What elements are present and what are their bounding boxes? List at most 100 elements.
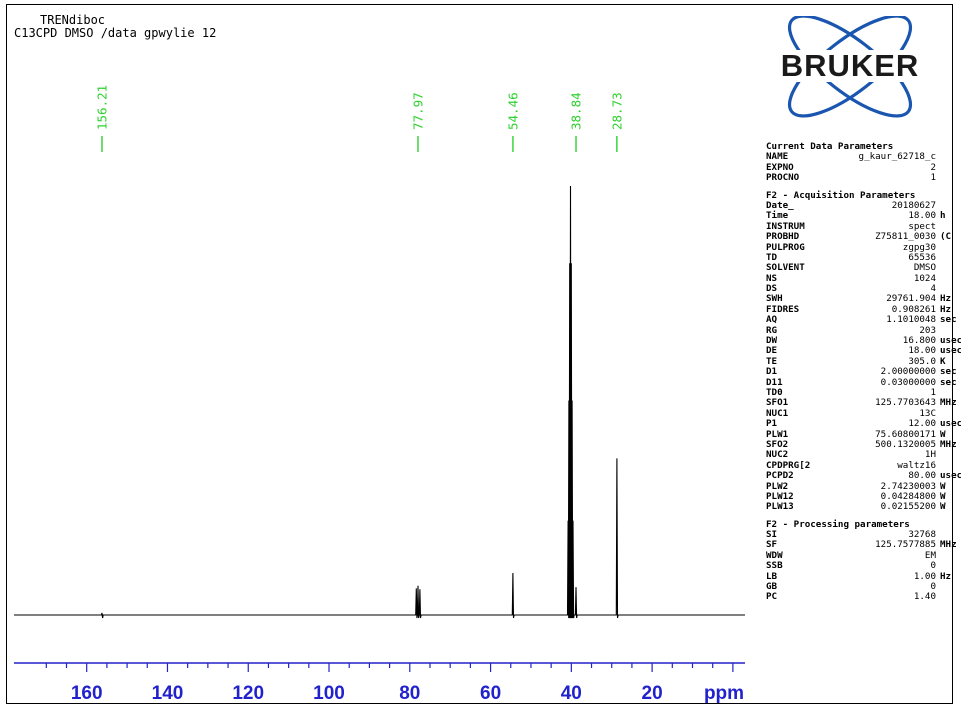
- param-value: 203: [919, 324, 936, 336]
- param-value: spect: [908, 220, 936, 232]
- param-unit: usec: [940, 418, 961, 430]
- x-tick-label: 60: [480, 683, 501, 704]
- current-params-heading: Current Data Parameters: [766, 141, 894, 152]
- param-unit: W: [940, 428, 946, 440]
- param-key: TD: [766, 251, 778, 263]
- spectrum-frame: [6, 4, 953, 704]
- param-key: DS: [766, 283, 778, 295]
- param-key: SOLVENT: [766, 262, 805, 274]
- param-key: Date_: [766, 199, 794, 211]
- param-value: g_kaur_62718_c: [858, 151, 936, 163]
- param-value: zgpg30: [902, 241, 936, 253]
- param-unit: [936, 592, 940, 602]
- x-axis-label: ppm: [704, 683, 744, 704]
- peak-label: 28.73: [609, 92, 624, 130]
- param-key: CPDPRG[2: [766, 459, 811, 471]
- acq-param-row: RG 203: [766, 324, 952, 336]
- acq-param-row: DE 18.00 usec: [766, 345, 961, 357]
- acq-param-row: SWH 29761.904 Hz: [766, 293, 952, 305]
- param-unit: W: [940, 480, 946, 492]
- proc-param-row: GB 0: [766, 581, 952, 592]
- param-key: PLW13: [766, 501, 794, 513]
- param-unit: MHz: [940, 539, 957, 551]
- acq-param-row: SOLVENT DMSO: [766, 262, 952, 274]
- proc-param-row: SSB 0: [766, 560, 952, 572]
- proc-params-heading: F2 - Processing parameters: [766, 518, 910, 530]
- acq-param-row: TD 65536: [766, 251, 952, 263]
- param-unit: W: [940, 501, 946, 513]
- param-key: PROBHD: [766, 231, 800, 243]
- acq-param-row: NS 1024: [766, 273, 952, 284]
- param-key: PROCNO: [766, 172, 800, 184]
- acq-param-row: SFO1 125.7703643 MHz: [766, 397, 957, 409]
- param-value: Z75811_0030: [875, 231, 936, 243]
- acq-param-row: NUC2 1H: [766, 449, 952, 461]
- x-tick-label: 160: [71, 683, 103, 704]
- proc-param-row: LB 1.00 Hz: [766, 571, 952, 582]
- param-key: TD0: [766, 386, 783, 398]
- acquisition-parameters-panel: Current Data Parameters NAME g_kaur_62718…: [766, 141, 961, 603]
- logo-orbit-right: [787, 16, 913, 118]
- param-value: 0.04284800: [880, 490, 936, 502]
- acq-param-row: D1 2.00000000 sec: [766, 366, 957, 378]
- acq-param-row: PCPD2 80.00 usec: [766, 470, 961, 482]
- param-key: Time: [766, 210, 789, 222]
- param-unit: Hz: [940, 293, 952, 305]
- param-value: 0.908261: [891, 303, 936, 315]
- param-value: 80.00: [908, 470, 936, 482]
- peak-label: 38.84: [569, 92, 584, 130]
- param-unit: [936, 274, 940, 284]
- param-key: PULPROG: [766, 241, 805, 253]
- spectrum-header: TRENdiboc C13CPD DMSO /data gpwylie 12: [14, 14, 216, 40]
- param-unit: [936, 253, 940, 263]
- param-key: EXPNO: [766, 161, 794, 173]
- param-unit: (C: [940, 231, 952, 243]
- param-unit: sec: [940, 314, 957, 326]
- param-unit: [936, 152, 940, 162]
- logo-text: BRUKER: [781, 48, 920, 83]
- param-key: D1: [766, 366, 778, 378]
- param-key: SF: [766, 539, 778, 551]
- param-value: 305.0: [908, 355, 936, 367]
- param-key: NUC2: [766, 449, 789, 461]
- proc-param-row: PC 1.40: [766, 591, 952, 603]
- param-value: waltz16: [897, 459, 936, 471]
- param-unit: usec: [940, 470, 961, 482]
- param-value: 18.00: [908, 210, 936, 222]
- acq-param-row: FIDRES 0.908261 Hz: [766, 303, 952, 315]
- param-unit: MHz: [940, 397, 957, 409]
- param-key: INSTRUM: [766, 220, 805, 232]
- acq-param-row: DS 4: [766, 283, 952, 295]
- current-param-row: NAME g_kaur_62718_c: [766, 151, 952, 163]
- param-value: 1: [930, 172, 936, 184]
- param-value: 125.7703643: [875, 397, 936, 409]
- acq-param-row: P1 12.00 usec: [766, 418, 961, 429]
- param-value: 1: [930, 386, 936, 398]
- param-unit: MHz: [940, 438, 957, 450]
- param-unit: sec: [940, 376, 957, 388]
- param-key: PLW1: [766, 428, 789, 440]
- param-value: 65536: [908, 251, 936, 263]
- peak-label: 77.97: [411, 92, 426, 130]
- param-unit: usec: [940, 345, 961, 357]
- acq-param-row: Date_ 20180627: [766, 199, 952, 211]
- acq-param-row: PLW2 2.74230003 W: [766, 480, 952, 492]
- param-value: 2.00000000: [880, 366, 936, 378]
- param-key: SI: [766, 529, 778, 541]
- x-tick-label: 20: [642, 683, 663, 704]
- param-key: D11: [766, 376, 783, 388]
- param-unit: h: [940, 210, 946, 222]
- spectrum-line: [14, 185, 745, 619]
- param-key: AQ: [766, 314, 778, 326]
- param-key: WDW: [766, 549, 783, 561]
- param-unit: usec: [940, 335, 961, 347]
- param-key: PLW12: [766, 490, 794, 502]
- param-key: PC: [766, 591, 778, 603]
- param-key: DE: [766, 345, 778, 357]
- param-value: 2.74230003: [880, 480, 936, 492]
- acq-param-row: SFO2 500.1320005 MHz: [766, 439, 957, 450]
- acq-param-row: PLW12 0.04284800 W: [766, 490, 952, 502]
- param-unit: [936, 173, 940, 183]
- param-value: 0: [930, 560, 936, 572]
